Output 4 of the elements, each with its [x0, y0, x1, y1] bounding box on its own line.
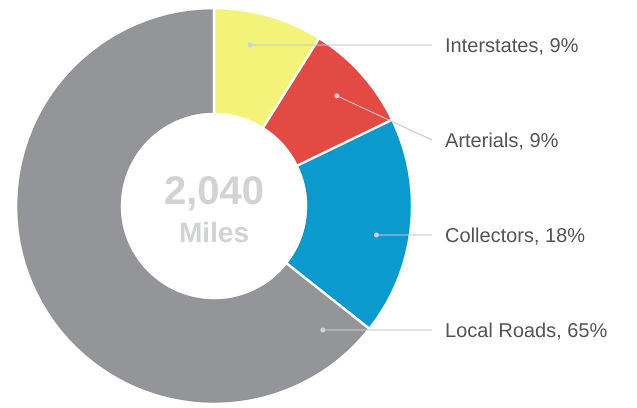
- slice-label: Interstates, 9%: [445, 35, 579, 57]
- slice-label: Local Roads, 65%: [445, 320, 608, 342]
- slice-label: Arterials, 9%: [445, 130, 559, 152]
- slice-label: Collectors, 18%: [445, 225, 586, 247]
